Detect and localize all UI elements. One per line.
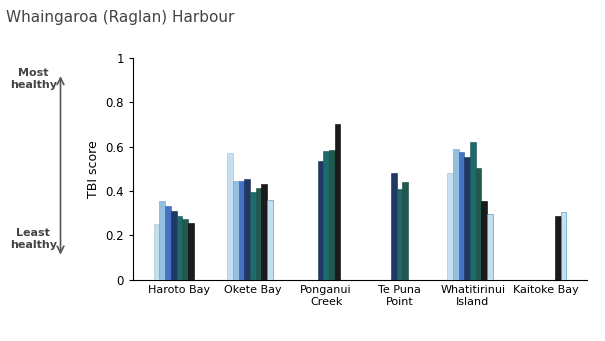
Bar xyxy=(182,219,188,280)
Bar xyxy=(318,161,323,280)
Bar xyxy=(487,214,493,280)
Bar xyxy=(250,192,256,280)
Bar xyxy=(391,173,397,280)
Bar xyxy=(464,157,470,280)
Bar xyxy=(482,201,487,280)
Bar xyxy=(323,151,329,280)
Bar xyxy=(244,179,250,280)
Bar xyxy=(453,149,459,280)
Bar xyxy=(329,150,335,280)
Bar xyxy=(233,181,238,280)
Bar xyxy=(160,201,165,280)
Bar xyxy=(555,217,560,280)
Bar xyxy=(177,217,182,280)
Bar xyxy=(238,181,244,280)
Bar xyxy=(154,224,160,280)
Bar xyxy=(397,189,402,280)
Bar xyxy=(227,153,233,280)
Bar xyxy=(261,184,267,280)
Bar xyxy=(335,124,341,280)
Bar xyxy=(402,182,408,280)
Bar xyxy=(476,168,482,280)
Bar xyxy=(459,152,464,280)
Bar xyxy=(165,207,171,280)
Bar xyxy=(470,142,476,280)
Bar xyxy=(256,188,261,280)
Bar xyxy=(171,211,177,280)
Text: Whaingaroa (Raglan) Harbour: Whaingaroa (Raglan) Harbour xyxy=(6,10,234,25)
Bar xyxy=(447,173,453,280)
Y-axis label: TBI score: TBI score xyxy=(87,140,100,198)
Bar xyxy=(267,200,273,280)
Text: Most
healthy: Most healthy xyxy=(10,68,57,90)
Bar xyxy=(560,212,566,280)
Text: Least
healthy: Least healthy xyxy=(10,228,57,250)
Bar xyxy=(188,223,194,280)
